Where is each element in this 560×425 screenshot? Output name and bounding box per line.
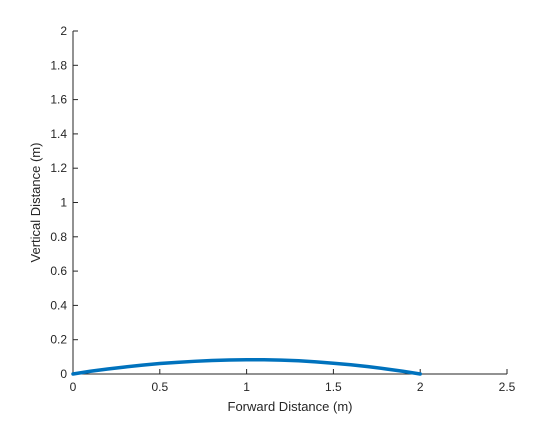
y-tick-label: 2: [60, 24, 67, 38]
axes: [72, 31, 507, 375]
x-tick-label: 0: [70, 380, 77, 394]
x-tick-label: 0.5: [151, 380, 168, 394]
x-tick-label: 2: [417, 380, 424, 394]
y-tick-label: 0: [60, 367, 67, 381]
x-axis-label: Forward Distance (m): [228, 399, 353, 414]
y-ticks: 0 0.2 0.4 0.6 0.8 1 1.2 1.4 1.6 1.8 2: [50, 24, 78, 381]
series-group: [71, 358, 422, 376]
y-axis-label: Vertical Distance (m): [28, 143, 43, 263]
x-tick-label: 1: [243, 380, 250, 394]
y-tick-label: 1.8: [50, 58, 67, 72]
y-tick-label: 0.8: [50, 230, 67, 244]
y-tick-label: 1.2: [50, 161, 67, 175]
y-tick-label: 0.6: [50, 264, 67, 278]
x-tick-label: 2.5: [499, 380, 516, 394]
y-tick-label: 1.6: [50, 93, 67, 107]
y-tick-label: 0.4: [50, 298, 67, 312]
x-ticks: 0 0.5 1 1.5 2 2.5: [70, 369, 516, 394]
y-tick-label: 0.2: [50, 333, 67, 347]
y-tick-label: 1: [60, 196, 67, 210]
x-tick-label: 1.5: [325, 380, 342, 394]
y-tick-label: 1.4: [50, 127, 67, 141]
trajectory-line: [71, 358, 422, 376]
